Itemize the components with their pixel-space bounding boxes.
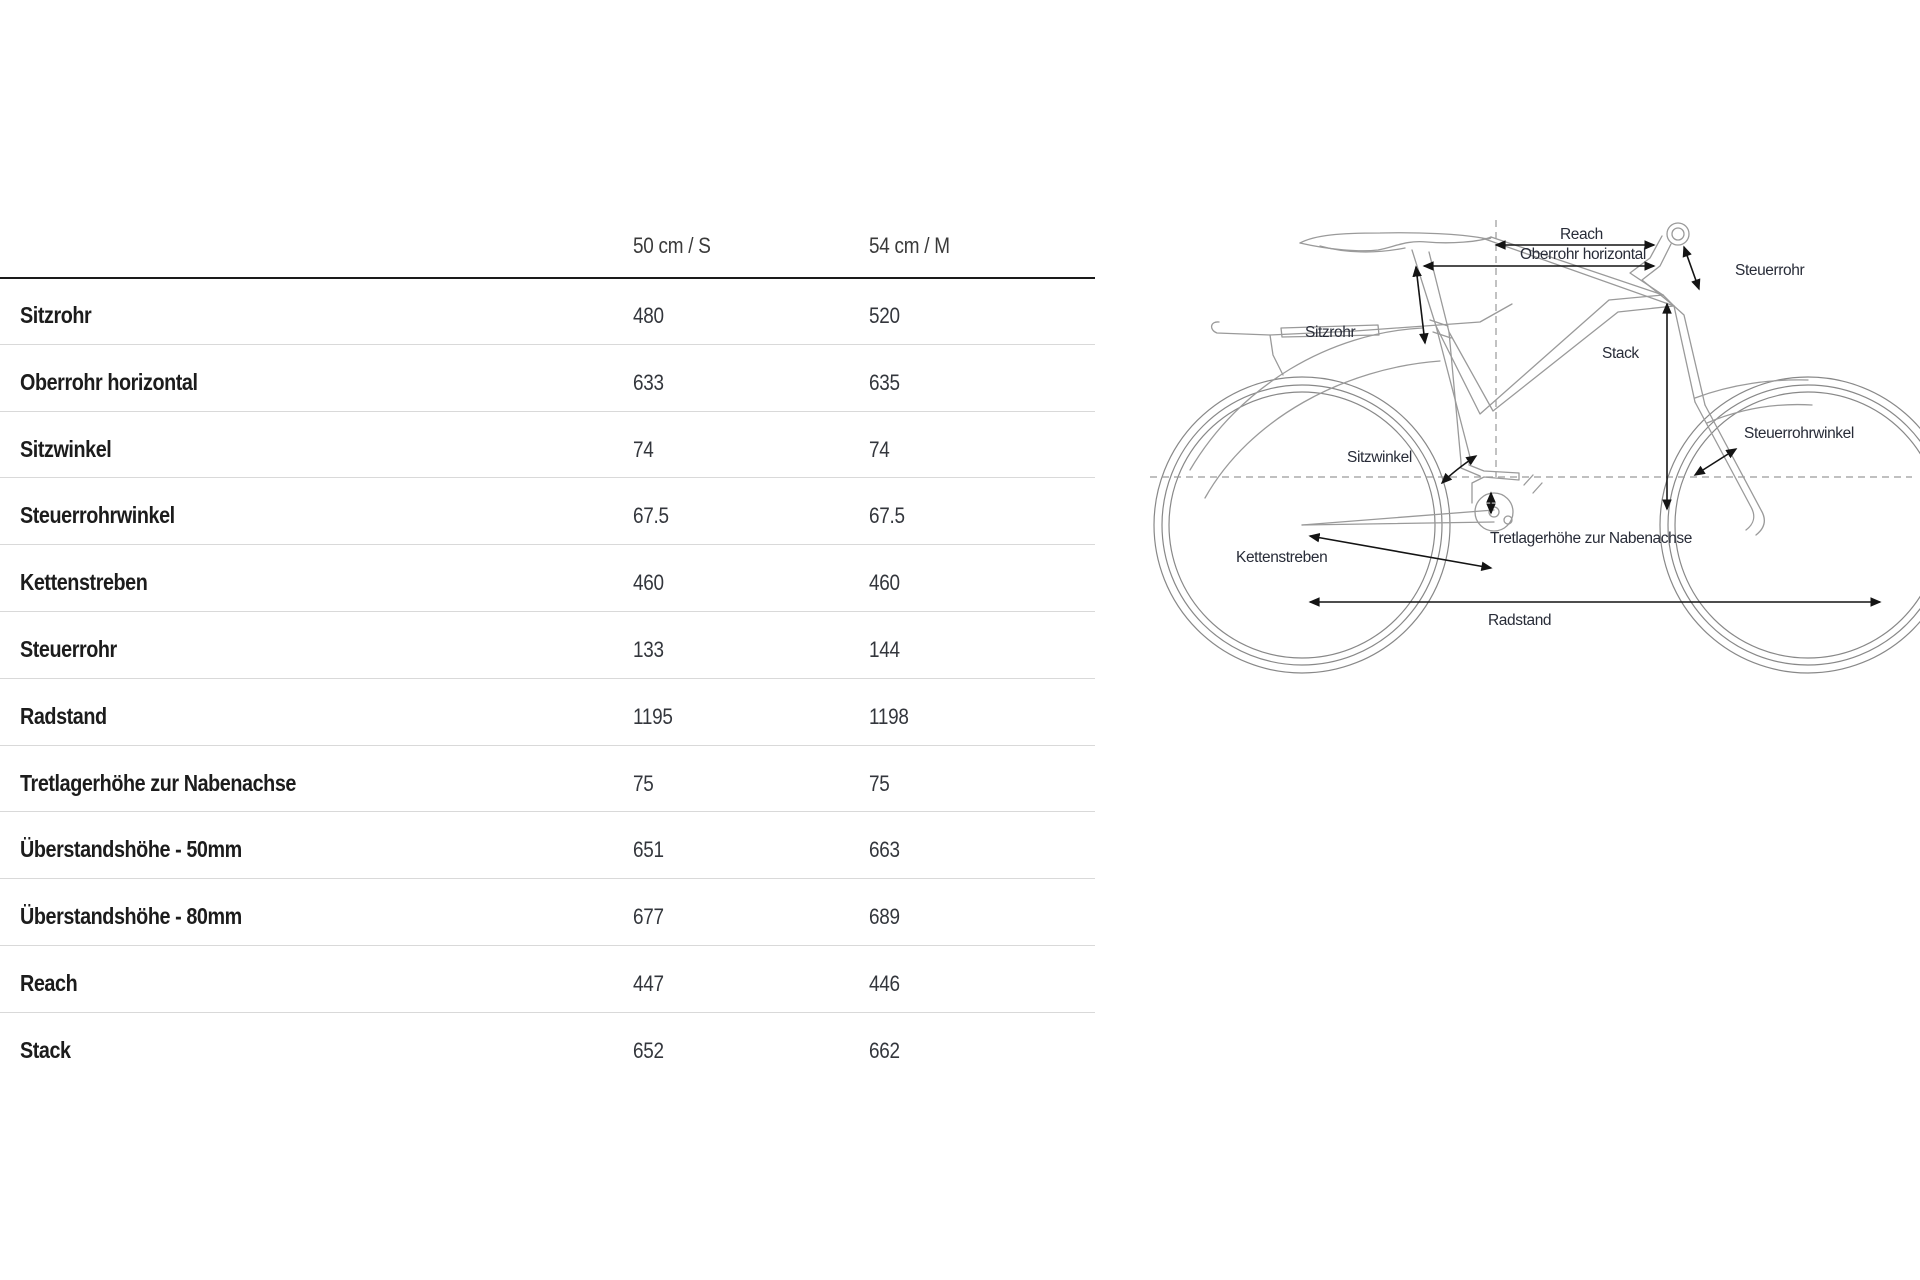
svg-text:Stack: Stack — [1602, 345, 1639, 362]
svg-text:Reach: Reach — [1560, 226, 1603, 243]
svg-text:Oberrohr horizontal: Oberrohr horizontal — [1520, 246, 1646, 263]
svg-text:Sitzwinkel: Sitzwinkel — [1347, 449, 1412, 466]
svg-text:Steuerrohr: Steuerrohr — [1735, 262, 1804, 279]
svg-text:Tretlagerhöhe zur Nabenachse: Tretlagerhöhe zur Nabenachse — [1490, 530, 1692, 547]
svg-text:Radstand: Radstand — [1488, 612, 1551, 629]
svg-text:Kettenstreben: Kettenstreben — [1236, 549, 1327, 566]
svg-text:Steuerrohrwinkel: Steuerrohrwinkel — [1744, 425, 1854, 442]
svg-text:Sitzrohr: Sitzrohr — [1305, 324, 1355, 341]
